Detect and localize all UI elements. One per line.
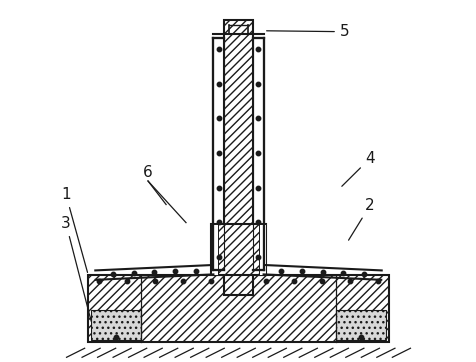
Text: 1: 1 xyxy=(61,187,87,273)
Text: 2: 2 xyxy=(348,198,374,240)
Bar xyxy=(335,310,386,340)
Bar xyxy=(224,20,252,295)
Bar xyxy=(90,310,141,340)
Bar xyxy=(211,224,265,275)
Bar xyxy=(258,224,265,275)
Text: 5: 5 xyxy=(266,24,349,39)
Text: 4: 4 xyxy=(341,151,374,186)
Text: 3: 3 xyxy=(61,216,91,321)
Text: 6: 6 xyxy=(143,165,152,180)
Bar xyxy=(88,275,388,342)
Bar xyxy=(211,224,218,275)
